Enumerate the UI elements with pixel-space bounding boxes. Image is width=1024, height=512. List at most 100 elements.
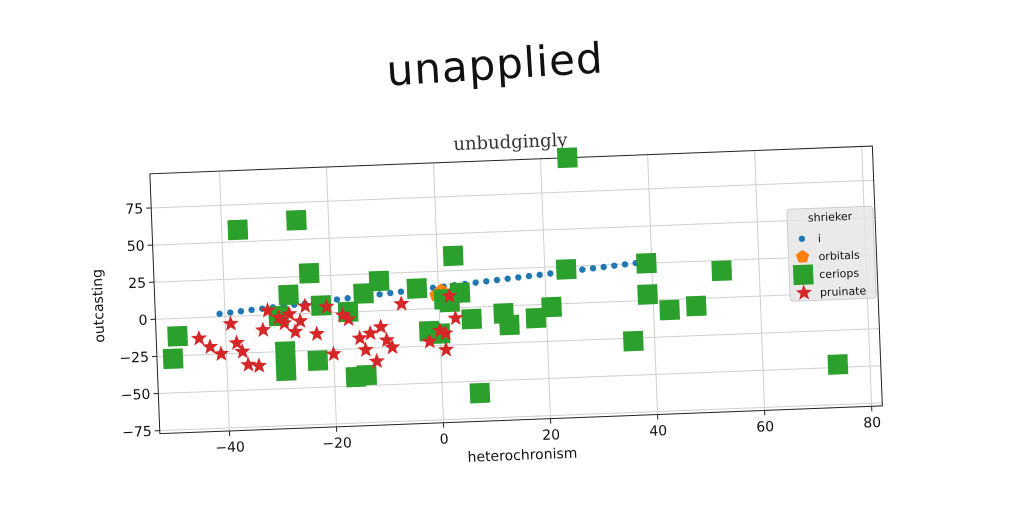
ceriops-point xyxy=(345,366,367,388)
ceriops-point xyxy=(406,278,428,299)
ceriops-point xyxy=(227,219,249,241)
y-tick-label: −75 xyxy=(122,424,152,441)
ceriops-point xyxy=(368,270,390,292)
pruinate-point xyxy=(318,298,335,314)
ceriops-point xyxy=(286,209,307,231)
i-point xyxy=(579,266,586,273)
i-point xyxy=(525,272,533,280)
i-point xyxy=(504,275,511,282)
ceriops-point xyxy=(637,284,658,305)
i-point xyxy=(376,291,383,298)
ceriops-point xyxy=(442,245,464,267)
ceriops-point xyxy=(162,348,184,370)
y-tick-label: −25 xyxy=(119,350,149,367)
y-gridline xyxy=(159,402,883,432)
x-gridline xyxy=(754,150,766,411)
i-point xyxy=(536,271,543,279)
legend-label-i: i xyxy=(818,232,822,245)
x-tick-label: 80 xyxy=(863,415,881,432)
y-axis-ticks: −75 −50 −25 0 25 50 75 xyxy=(119,201,160,441)
x-tick-label: 0 xyxy=(439,432,449,448)
x-tick-label: 20 xyxy=(542,427,560,444)
i-point xyxy=(621,261,629,268)
ceriops-point xyxy=(555,258,577,280)
legend-marker-pruinate xyxy=(795,284,812,300)
pruinate-point xyxy=(222,315,239,331)
pruinate-point xyxy=(357,341,374,357)
legend-label-pruinate: pruinate xyxy=(820,284,867,299)
i-point xyxy=(472,279,479,286)
ceriops-point xyxy=(827,354,849,375)
pruinate-point xyxy=(276,314,293,331)
y-gridline xyxy=(151,179,874,209)
pruinate-point xyxy=(421,332,438,349)
i-point xyxy=(589,265,597,272)
pruinate-point xyxy=(190,329,208,346)
series-ceriops xyxy=(162,147,849,404)
chart-title: unbudgingly xyxy=(453,130,569,155)
i-point xyxy=(515,274,522,281)
legend-marker-ceriops xyxy=(792,264,814,286)
pruinate-point xyxy=(287,323,304,339)
i-point xyxy=(547,270,554,277)
i-point xyxy=(397,288,405,295)
ceriops-point xyxy=(461,308,483,330)
data-marks xyxy=(162,147,849,404)
ceriops-point xyxy=(636,252,657,274)
pruinate-point xyxy=(437,324,454,341)
pruinate-point xyxy=(254,321,272,338)
x-tick-label: −20 xyxy=(322,435,352,452)
plot-frame xyxy=(149,145,883,435)
legend-marker-orbitals xyxy=(795,249,810,263)
x-tick-label: 60 xyxy=(756,419,774,436)
i-point xyxy=(227,309,234,316)
i-point xyxy=(493,276,501,284)
y-gridline xyxy=(154,253,877,283)
ceriops-point xyxy=(353,283,374,304)
pruinate-point xyxy=(368,352,385,369)
pruinate-point xyxy=(201,338,219,355)
i-point xyxy=(344,295,351,302)
x-tick-label: 40 xyxy=(649,423,667,440)
ceriops-point xyxy=(274,341,296,362)
ceriops-point xyxy=(622,330,644,352)
ceriops-point xyxy=(278,284,299,306)
pruinate-point xyxy=(447,309,464,326)
ceriops-point xyxy=(685,295,707,317)
pruinate-point xyxy=(362,324,379,341)
x-tick-label: −40 xyxy=(215,439,245,456)
pruinate-point xyxy=(351,329,368,346)
y-tick-label: 50 xyxy=(127,238,145,255)
pruinate-point xyxy=(296,297,313,314)
pruinate-point xyxy=(292,312,309,329)
ceriops-point xyxy=(167,325,188,347)
ceriops-point xyxy=(298,262,320,284)
series-pruinate xyxy=(190,287,464,373)
pruinate-point xyxy=(308,325,325,342)
pruinate-point xyxy=(250,357,268,373)
grid xyxy=(151,146,883,432)
x-gridline xyxy=(325,167,337,427)
legend-title: shrieker xyxy=(808,210,853,225)
x-axis-ticks: −40 −20 0 20 40 60 80 xyxy=(215,406,882,456)
pruinate-point xyxy=(212,345,230,361)
ceriops-point xyxy=(499,314,520,336)
i-point xyxy=(216,310,223,318)
pruinate-point xyxy=(325,345,342,362)
pruinate-point xyxy=(372,318,389,335)
i-point xyxy=(483,278,490,285)
y-tick-label: 0 xyxy=(138,313,148,329)
pruinate-point xyxy=(340,310,357,327)
i-point xyxy=(600,263,607,271)
pruinate-point xyxy=(441,287,458,304)
y-gridline xyxy=(158,365,881,395)
i-point xyxy=(248,306,255,314)
y-tick-label: 25 xyxy=(128,275,146,292)
pruinate-point xyxy=(234,343,251,359)
pruinate-point xyxy=(240,356,257,372)
y-axis-label: outcasting xyxy=(90,269,109,343)
pruinate-point xyxy=(281,305,298,322)
x-gridline xyxy=(540,158,552,419)
x-axis-label: heterochronism xyxy=(467,446,577,466)
